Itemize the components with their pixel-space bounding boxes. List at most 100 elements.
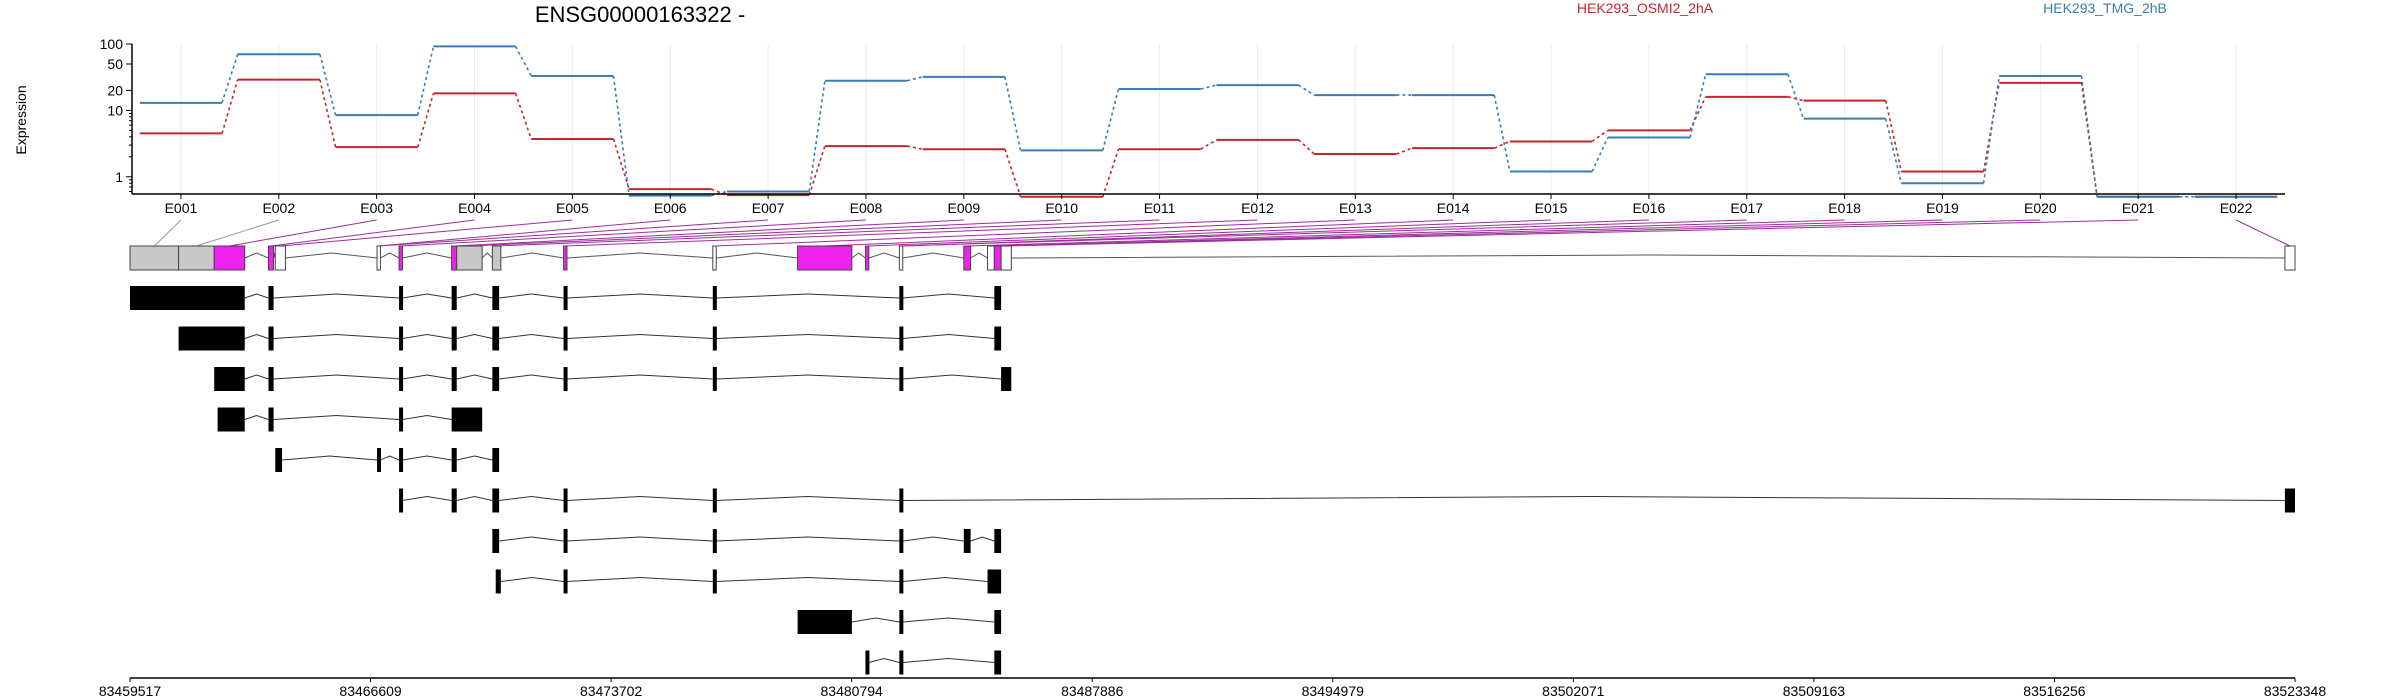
- series-1-connector: [1884, 100, 1903, 172]
- transcript-exon: [492, 367, 500, 391]
- transcript-intron: [566, 374, 713, 380]
- series-2-connector: [808, 80, 826, 192]
- gene-exon-12: [712, 245, 717, 271]
- genomic-tick-label-83502071: 83502071: [1542, 683, 1605, 699]
- x-tick-label-E006: E006: [654, 200, 687, 216]
- transcript-3: [214, 367, 1012, 391]
- link-E009: [454, 219, 964, 247]
- link-E012: [565, 219, 1258, 247]
- transcript-exon: [712, 326, 717, 351]
- legend-entry-series-1: HEK293_OSMI2_2hA: [1577, 0, 1714, 16]
- series-2-connector: [1102, 88, 1120, 151]
- link-E014: [824, 219, 1454, 247]
- transcript-intron: [273, 333, 400, 339]
- gene-exon-8: [451, 245, 458, 271]
- gene-intron: [500, 252, 564, 259]
- transcript-exon: [712, 569, 717, 594]
- transcript-exon: [712, 488, 717, 513]
- transcript-intron: [716, 374, 900, 380]
- gene-intron: [902, 252, 964, 259]
- series-1-connector: [1297, 139, 1315, 155]
- transcript-intron: [244, 374, 269, 380]
- series-1-connector: [1102, 148, 1120, 197]
- gene-exon-15: [898, 245, 904, 271]
- x-tick-label-E002: E002: [262, 200, 295, 216]
- transcript-exon: [268, 367, 274, 391]
- transcript-exon: [563, 529, 568, 553]
- transcript-10: [865, 650, 1002, 675]
- transcript-exon: [451, 488, 457, 513]
- series-1-connector: [319, 79, 337, 148]
- transcript-intron: [402, 455, 452, 461]
- transcript-exon: [492, 448, 500, 472]
- transcript-intron: [851, 617, 900, 623]
- y-tick-label-100: 100: [100, 36, 124, 52]
- transcript-intron: [902, 576, 988, 582]
- link-E010: [469, 219, 1062, 247]
- transcript-exon: [899, 286, 904, 310]
- transcript-intron: [282, 455, 378, 461]
- gene-intron: [244, 252, 269, 259]
- link-E004: [270, 219, 475, 247]
- transcript-exon: [130, 286, 245, 310]
- exon-link-lines: [153, 219, 2291, 247]
- transcript-9: [797, 610, 1002, 634]
- series-1-connector: [1200, 139, 1217, 150]
- transcript-intron: [499, 374, 564, 380]
- gene-intron: [1011, 254, 2285, 259]
- transcript-intron: [902, 536, 964, 542]
- series-1-connector: [1493, 140, 1511, 149]
- x-tick-label-E012: E012: [1241, 200, 1274, 216]
- transcript-intron: [566, 293, 713, 299]
- gene-exon-10: [491, 245, 502, 271]
- link-E011: [496, 219, 1160, 247]
- y-tick-label-20: 20: [107, 82, 123, 98]
- series-1-connector: [1004, 148, 1022, 197]
- y-axis-label: Expression: [13, 85, 29, 154]
- x-tick-label-E008: E008: [850, 200, 883, 216]
- genomic-tick-label-83523348: 83523348: [2264, 683, 2327, 699]
- transcript-intron: [566, 576, 713, 582]
- series-2-connector: [1982, 75, 2001, 184]
- genomic-tick-label-83509163: 83509163: [1783, 683, 1846, 699]
- series-2-connector: [1884, 118, 1903, 184]
- transcript-exon: [994, 326, 1002, 351]
- transcript-exon: [797, 610, 852, 634]
- genomic-tick-label-83466609: 83466609: [339, 683, 402, 699]
- transcript-intron: [273, 374, 400, 380]
- transcript-intron: [902, 293, 995, 299]
- gene-intron: [481, 252, 493, 259]
- gene-exon-5: [274, 245, 286, 271]
- x-tick-label-E007: E007: [752, 200, 785, 216]
- transcript-intron: [244, 333, 269, 339]
- genomic-axis: 83459517 83466609 83473702 83480794 83487886…: [99, 677, 2327, 699]
- x-tick-label-E015: E015: [1535, 200, 1568, 216]
- x-tick-label-E011: E011: [1144, 200, 1176, 216]
- transcript-8: [495, 569, 1002, 594]
- x-tick-label-E022: E022: [2220, 200, 2253, 216]
- transcript-exon: [451, 448, 457, 472]
- y-tick-label-50: 50: [107, 56, 123, 72]
- transcript-exon: [899, 367, 904, 391]
- transcript-exon: [899, 650, 904, 675]
- transcript-intron: [402, 333, 452, 339]
- transcript-exon: [899, 529, 904, 553]
- transcript-exon: [451, 367, 457, 391]
- transcript-intron: [499, 536, 564, 542]
- transcript-intron: [456, 293, 493, 299]
- transcript-intron: [456, 455, 493, 461]
- x-tick-label-E001: E001: [165, 200, 198, 216]
- transcript-2: [178, 326, 1002, 351]
- gene-intron: [970, 252, 988, 259]
- transcript-intron: [716, 536, 900, 542]
- series-1-connector: [1396, 147, 1413, 155]
- transcript-intron: [902, 657, 995, 663]
- y-tick-label-1: 1: [115, 169, 123, 185]
- transcript-intron: [566, 333, 713, 339]
- transcript-intron: [402, 374, 452, 380]
- transcript-exon: [563, 569, 568, 594]
- series-2-connector: [416, 46, 435, 116]
- transcript-exon: [178, 326, 245, 351]
- transcript-7: [492, 529, 1002, 553]
- series-2-connector: [1689, 74, 1707, 138]
